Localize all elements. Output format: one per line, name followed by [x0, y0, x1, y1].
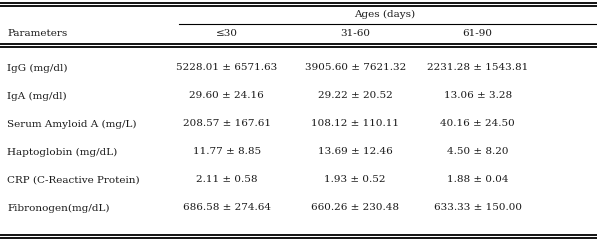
Text: ≤30: ≤30: [216, 29, 238, 38]
Text: 660.26 ± 230.48: 660.26 ± 230.48: [311, 203, 399, 212]
Text: 208.57 ± 167.61: 208.57 ± 167.61: [183, 120, 271, 129]
Text: 4.50 ± 8.20: 4.50 ± 8.20: [447, 148, 509, 156]
Text: 61-90: 61-90: [463, 29, 493, 38]
Text: 1.88 ± 0.04: 1.88 ± 0.04: [447, 175, 509, 184]
Text: 40.16 ± 24.50: 40.16 ± 24.50: [440, 120, 515, 129]
Text: IgA (mg/dl): IgA (mg/dl): [7, 91, 67, 101]
Text: CRP (C-Reactive Protein): CRP (C-Reactive Protein): [7, 175, 140, 184]
Text: 1.93 ± 0.52: 1.93 ± 0.52: [324, 175, 386, 184]
Text: 13.06 ± 3.28: 13.06 ± 3.28: [444, 92, 512, 101]
Text: Fibronogen(mg/dL): Fibronogen(mg/dL): [7, 203, 110, 213]
Text: Parameters: Parameters: [7, 29, 67, 38]
Text: 3905.60 ± 7621.32: 3905.60 ± 7621.32: [304, 63, 406, 72]
Text: IgG (mg/dl): IgG (mg/dl): [7, 63, 67, 73]
Text: 633.33 ± 150.00: 633.33 ± 150.00: [433, 203, 522, 212]
Text: 686.58 ± 274.64: 686.58 ± 274.64: [183, 203, 271, 212]
Text: Ages (days): Ages (days): [355, 9, 416, 18]
Text: 2231.28 ± 1543.81: 2231.28 ± 1543.81: [427, 63, 528, 72]
Text: Haptoglobin (mg/dL): Haptoglobin (mg/dL): [7, 148, 118, 156]
Text: 29.60 ± 24.16: 29.60 ± 24.16: [189, 92, 264, 101]
Text: 2.11 ± 0.58: 2.11 ± 0.58: [196, 175, 258, 184]
Text: 31-60: 31-60: [340, 29, 370, 38]
Text: 108.12 ± 110.11: 108.12 ± 110.11: [311, 120, 399, 129]
Text: 11.77 ± 8.85: 11.77 ± 8.85: [193, 148, 261, 156]
Text: 5228.01 ± 6571.63: 5228.01 ± 6571.63: [176, 63, 278, 72]
Text: Serum Amyloid A (mg/L): Serum Amyloid A (mg/L): [7, 120, 137, 129]
Text: 13.69 ± 12.46: 13.69 ± 12.46: [318, 148, 393, 156]
Text: 29.22 ± 20.52: 29.22 ± 20.52: [318, 92, 393, 101]
